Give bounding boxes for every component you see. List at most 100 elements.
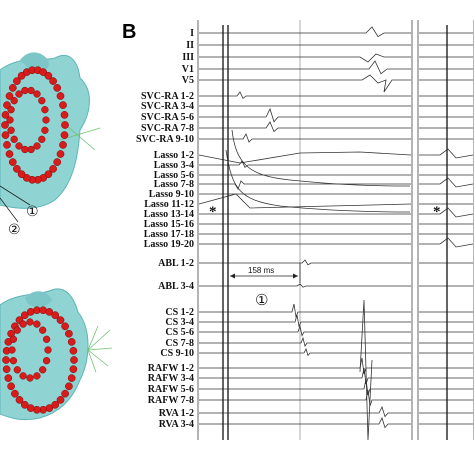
ablation-point: [42, 335, 51, 343]
channel-label: Lasso 15-16: [144, 219, 194, 230]
trace: [199, 303, 411, 319]
ablation-point: [45, 308, 54, 316]
ablation-point: [33, 320, 41, 328]
channel-label: RAFW 1-2: [148, 363, 194, 374]
ablation-point: [26, 318, 34, 326]
channel-label: I: [190, 28, 194, 39]
trace: [199, 91, 411, 100]
trace: [199, 133, 411, 143]
ablation-point: [61, 121, 69, 129]
ablation-point: [39, 68, 48, 76]
ablation-point: [69, 346, 78, 355]
channel-label: RAFW 3-4: [148, 373, 194, 384]
pacing-artifact: [222, 25, 448, 440]
trace: [199, 347, 411, 357]
ablation-point: [10, 135, 18, 143]
channel-label: III: [182, 52, 194, 63]
ablation-point: [38, 97, 46, 105]
channel-label: Lasso 11-12: [144, 199, 194, 210]
channel-label: Lasso 13-14: [144, 209, 194, 220]
channel-label: RVA 1-2: [159, 408, 194, 419]
trace: [419, 207, 474, 218]
channel-label: CS 5-6: [165, 327, 194, 338]
panel-letter: B: [122, 21, 136, 43]
ablation-point: [41, 106, 49, 114]
channel-label: Lasso 9-10: [149, 189, 194, 200]
ablation-point: [44, 71, 53, 80]
ablation-point: [44, 170, 53, 179]
trace: [199, 405, 411, 418]
ablation-point: [33, 372, 41, 380]
ablation-point: [61, 389, 69, 398]
trace: [419, 237, 474, 248]
channel-label: SVC-RA 3-4: [141, 101, 194, 112]
interval-measurement: 158 ms: [227, 263, 301, 283]
trace: [199, 259, 411, 266]
trace: [199, 336, 411, 347]
channel-label: SVC-RA 5-6: [141, 112, 194, 123]
ablation-point: [10, 97, 18, 105]
panel-a-upper-map: ① ②: [0, 52, 101, 237]
ablation-point: [53, 158, 62, 166]
ablation-point: [60, 131, 69, 139]
ablation-point: [41, 126, 49, 134]
ablation-point: [56, 396, 65, 404]
ablation-point: [19, 320, 27, 328]
trace: [199, 121, 411, 133]
ablation-point: [5, 92, 14, 100]
ablation-point: [9, 335, 18, 343]
ablation-point: [20, 400, 29, 409]
ablation-point: [67, 374, 76, 382]
ablation-point: [17, 71, 26, 80]
channel-label: SVC-RA 1-2: [141, 91, 194, 102]
ablation-point: [56, 150, 65, 158]
channel-label: Lasso 17-18: [144, 229, 194, 240]
channel-label: Lasso 7-8: [154, 179, 194, 190]
ablation-point: [65, 329, 73, 338]
ablation-point: [67, 338, 76, 346]
trace: [199, 107, 411, 123]
ablation-point: [4, 374, 13, 382]
channel-label: RAFW 5-6: [148, 384, 194, 395]
ablation-point: [59, 101, 67, 109]
channel-label: SVC-RA 9-10: [136, 134, 194, 145]
lasso-curve: [225, 149, 411, 213]
ablation-point: [42, 116, 50, 124]
trace: [199, 357, 411, 375]
ablation-point: [11, 389, 19, 398]
trace: [199, 160, 411, 169]
channel-label: ABL 3-4: [158, 281, 194, 292]
channel-label: ABL 1-2: [158, 258, 194, 269]
trace: [419, 177, 474, 188]
trace: [419, 148, 474, 159]
ablation-points-upper: [1, 66, 69, 184]
ablation-point: [15, 90, 23, 98]
ablation-points-lower: [2, 306, 78, 414]
ablation-point: [19, 372, 27, 380]
ablation-point: [51, 400, 60, 409]
trace: [199, 314, 411, 328]
ablation-point: [1, 121, 9, 129]
channel-label: SVC-RA 7-8: [141, 123, 194, 134]
ablation-point: [56, 92, 65, 100]
interval-label: 158 ms: [248, 266, 274, 275]
ablation-point: [27, 86, 35, 95]
ablation-point: [33, 142, 41, 150]
channel-label: Lasso 1-2: [154, 150, 194, 161]
channel-label: CS 9-10: [160, 348, 194, 359]
ventricular-deflection: [359, 299, 373, 441]
ablation-point: [8, 84, 17, 92]
ablation-point: [51, 311, 60, 320]
ablation-point: [6, 116, 14, 124]
ablation-point: [17, 170, 26, 179]
ablation-point: [2, 365, 11, 374]
ablation-point: [3, 141, 11, 149]
channel-label: RVA 3-4: [159, 419, 194, 430]
ablation-point: [20, 311, 29, 320]
trace: [198, 151, 412, 164]
ablation-point: [1, 111, 10, 119]
ablation-point: [65, 382, 73, 391]
ablation-point: [5, 150, 14, 158]
ablation-point: [61, 322, 69, 331]
